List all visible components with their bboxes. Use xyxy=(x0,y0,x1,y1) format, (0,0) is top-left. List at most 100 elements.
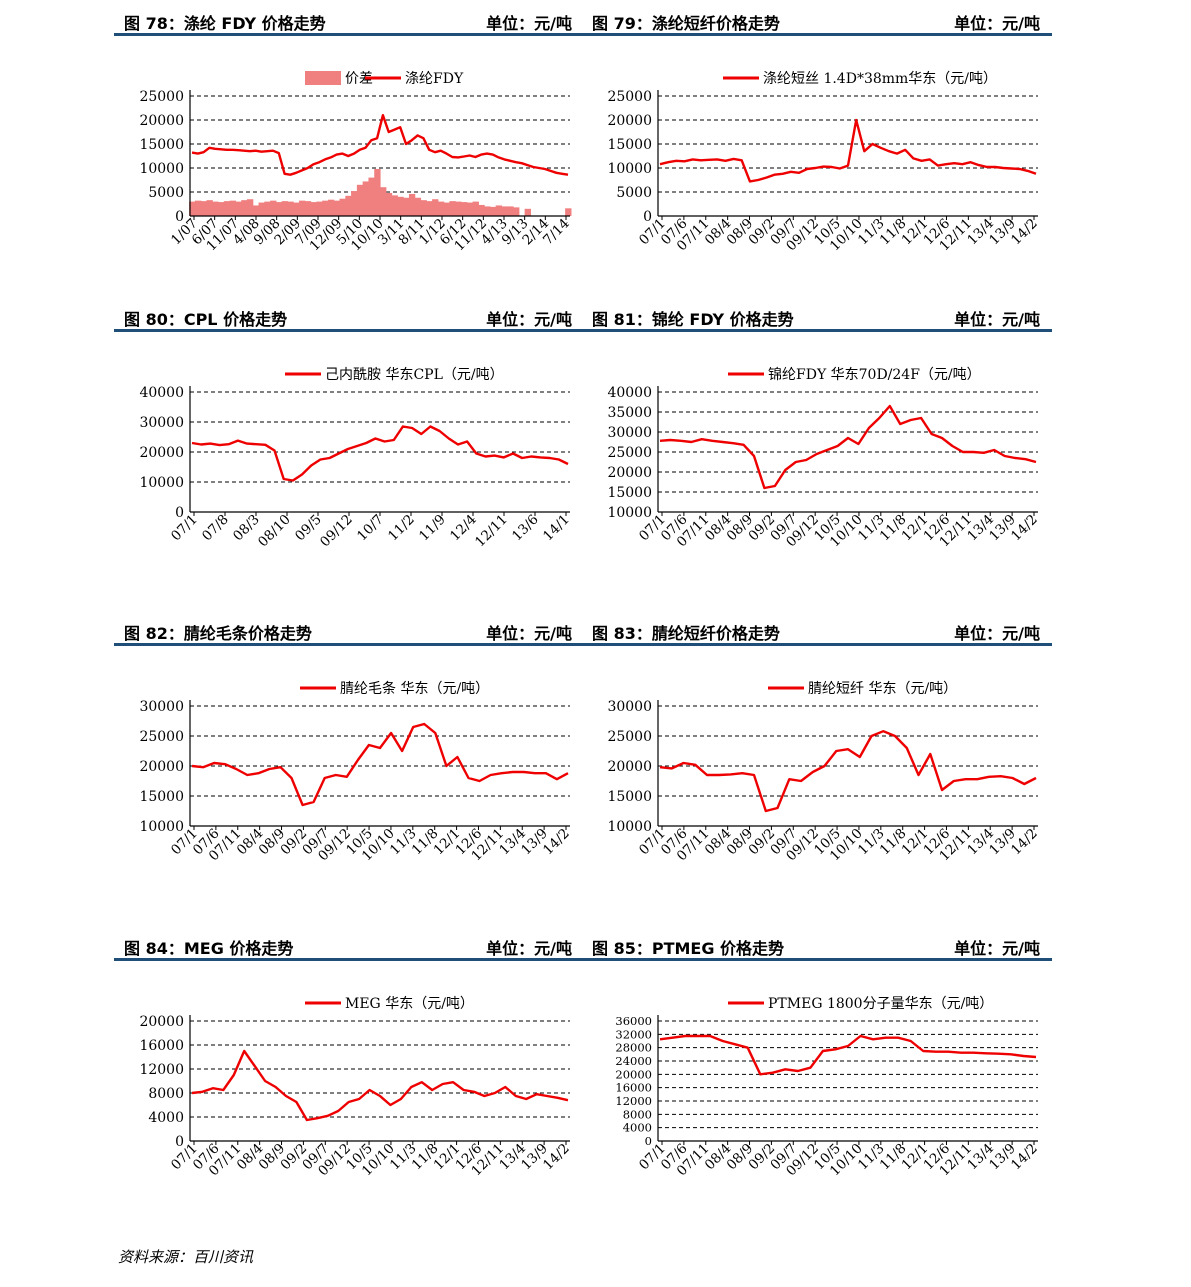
area-bar xyxy=(223,201,231,216)
area-bar xyxy=(252,205,260,216)
panel-fig84: 图 84：MEG 价格走势 单位：元/吨 0 4000 8000 12000 16000… xyxy=(114,925,584,1225)
area-bar xyxy=(362,181,370,216)
panel-header: 图 78：涤纶 FDY 价格走势 单位：元/吨 xyxy=(114,0,584,36)
series-line xyxy=(659,730,1037,813)
y-tick-label: 5000 xyxy=(148,185,184,201)
y-tick-label: 20000 xyxy=(139,1014,184,1030)
panel-fig78: 图 78：涤纶 FDY 价格走势 单位：元/吨 0 5000 10000 15000 2… xyxy=(114,0,584,300)
area-bar xyxy=(449,201,456,216)
y-tick-label: 0 xyxy=(175,209,184,225)
y-tick-label: 10000 xyxy=(139,819,184,835)
area-bar xyxy=(385,192,393,216)
area-bar xyxy=(460,202,468,216)
series-line xyxy=(191,722,569,807)
series-line xyxy=(191,114,569,176)
area-bar xyxy=(339,198,346,216)
y-tick-label: 20000 xyxy=(139,113,184,129)
area-bar xyxy=(356,184,364,216)
area-bar xyxy=(513,207,520,216)
panel-unit: 单位：元/吨 xyxy=(486,939,572,958)
y-tick-label: 10000 xyxy=(139,475,184,491)
area-bar xyxy=(524,208,531,216)
panel-fig85: 图 85：PTMEG 价格走势 单位：元/吨 0 4000 8000 12000 160… xyxy=(582,925,1052,1225)
chart-fig80: 01000020000300004000007/107/808/308/1009… xyxy=(139,367,572,550)
legend-label: 价差 xyxy=(345,71,373,87)
y-tick-label: 32000 xyxy=(615,1027,652,1041)
panel-fig83: 图 83：腈纶短纤价格走势 单位：元/吨 10000 15000 20000 2500… xyxy=(582,610,1052,910)
y-tick-label: 30000 xyxy=(139,699,184,715)
chart-fig83: 100001500020000250003000007/107/607/1108… xyxy=(607,681,1040,864)
legend-label: 涤纶短丝 1.4D*38mm华东（元/吨） xyxy=(763,71,997,87)
area-bar xyxy=(484,206,491,216)
y-tick-label: 30000 xyxy=(607,425,652,441)
area-bar xyxy=(374,168,381,216)
series-line xyxy=(659,404,1037,490)
area-bar xyxy=(351,191,358,216)
area-bar xyxy=(455,201,462,216)
legend: 涤纶短丝 1.4D*38mm华东（元/吨） xyxy=(723,71,997,87)
panel-header: 图 81：锦纶 FDY 价格走势 单位：元/吨 xyxy=(582,296,1052,332)
x-tick-label: 11/2 xyxy=(385,512,418,545)
y-tick-label: 10000 xyxy=(607,819,652,835)
area-bar xyxy=(426,201,433,216)
panel-fig81: 图 81：锦纶 FDY 价格走势 单位：元/吨 10000 15000 20000 2… xyxy=(582,296,1052,596)
y-tick-label: 25000 xyxy=(607,729,652,745)
panel-header: 图 85：PTMEG 价格走势 单位：元/吨 xyxy=(582,925,1052,961)
panel-unit: 单位：元/吨 xyxy=(486,310,572,329)
x-tick-label: 11/9 xyxy=(416,512,449,545)
area-bar xyxy=(241,200,248,216)
chart-fig81: 1000015000200002500030000350004000007/10… xyxy=(607,366,1040,550)
area-bar xyxy=(246,199,254,216)
panel-header: 图 82：腈纶毛条价格走势 单位：元/吨 xyxy=(114,610,584,646)
y-tick-label: 5000 xyxy=(616,185,652,201)
y-tick-label: 8000 xyxy=(623,1107,652,1121)
area-bar xyxy=(368,177,375,216)
y-tick-label: 40000 xyxy=(607,385,652,401)
panel-unit: 单位：元/吨 xyxy=(954,624,1040,643)
y-tick-label: 4000 xyxy=(623,1121,652,1135)
x-tick-label: 13/6 xyxy=(509,512,542,545)
panel-unit: 单位：元/吨 xyxy=(954,939,1040,958)
area-bar xyxy=(501,206,508,216)
legend: 腈纶毛条 华东（元/吨） xyxy=(300,680,489,697)
y-tick-label: 10000 xyxy=(607,505,652,521)
area-bar xyxy=(281,201,289,216)
panel-title: 图 85：PTMEG 价格走势 xyxy=(592,939,785,958)
area-bar xyxy=(478,204,485,216)
y-tick-label: 20000 xyxy=(607,759,652,775)
x-tick-label: 10/7 xyxy=(354,512,387,545)
y-tick-label: 30000 xyxy=(607,699,652,715)
y-tick-label: 0 xyxy=(645,1134,652,1148)
area-bar xyxy=(258,202,265,216)
x-tick-label: 14/2 xyxy=(1008,1141,1041,1174)
x-tick-label: 14/2 xyxy=(1008,216,1041,249)
area-bar xyxy=(293,202,300,216)
legend: 价差 涤纶FDY xyxy=(305,71,464,87)
y-tick-label: 25000 xyxy=(139,89,184,105)
area-bar xyxy=(218,202,225,216)
area-bar xyxy=(437,201,445,216)
y-tick-label: 4000 xyxy=(148,1110,184,1126)
y-tick-label: 36000 xyxy=(615,1014,652,1028)
series-line xyxy=(191,425,569,482)
chart-fig84: 04000800012000160002000007/107/607/1108/… xyxy=(139,996,572,1179)
y-tick-label: 12000 xyxy=(615,1094,652,1108)
area-bar xyxy=(403,197,410,216)
area-bar xyxy=(264,201,271,216)
area-bar xyxy=(333,200,341,216)
area-bar xyxy=(212,201,219,216)
panel-unit: 单位：元/吨 xyxy=(954,310,1040,329)
area-bar xyxy=(304,201,312,216)
series-line xyxy=(659,118,1037,183)
panel-title: 图 81：锦纶 FDY 价格走势 xyxy=(592,310,794,329)
legend-label: 己内酰胺 华东CPL（元/吨） xyxy=(325,367,504,383)
area-bar xyxy=(472,201,479,216)
panel-title: 图 82：腈纶毛条价格走势 xyxy=(124,624,312,643)
y-tick-label: 25000 xyxy=(139,729,184,745)
chart-fig78: 05000100001500020000250001/076/0711/074/… xyxy=(139,71,573,254)
area-bar xyxy=(345,195,352,216)
area-bar xyxy=(206,200,213,216)
y-tick-label: 16000 xyxy=(139,1038,184,1054)
panel-unit: 单位：元/吨 xyxy=(486,14,572,33)
area-bar xyxy=(408,193,416,216)
